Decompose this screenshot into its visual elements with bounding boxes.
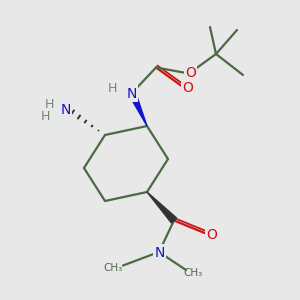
Text: N: N <box>126 87 136 100</box>
Polygon shape <box>129 92 147 126</box>
Text: CH₃: CH₃ <box>184 268 203 278</box>
Text: H: H <box>108 82 117 95</box>
Text: H: H <box>40 110 50 124</box>
Text: CH₃: CH₃ <box>103 262 122 273</box>
Text: O: O <box>182 81 193 94</box>
Text: O: O <box>206 228 217 242</box>
Text: N: N <box>60 103 70 116</box>
Polygon shape <box>147 192 177 223</box>
Text: H: H <box>45 98 54 112</box>
Text: N: N <box>154 246 165 260</box>
Text: O: O <box>185 66 196 80</box>
